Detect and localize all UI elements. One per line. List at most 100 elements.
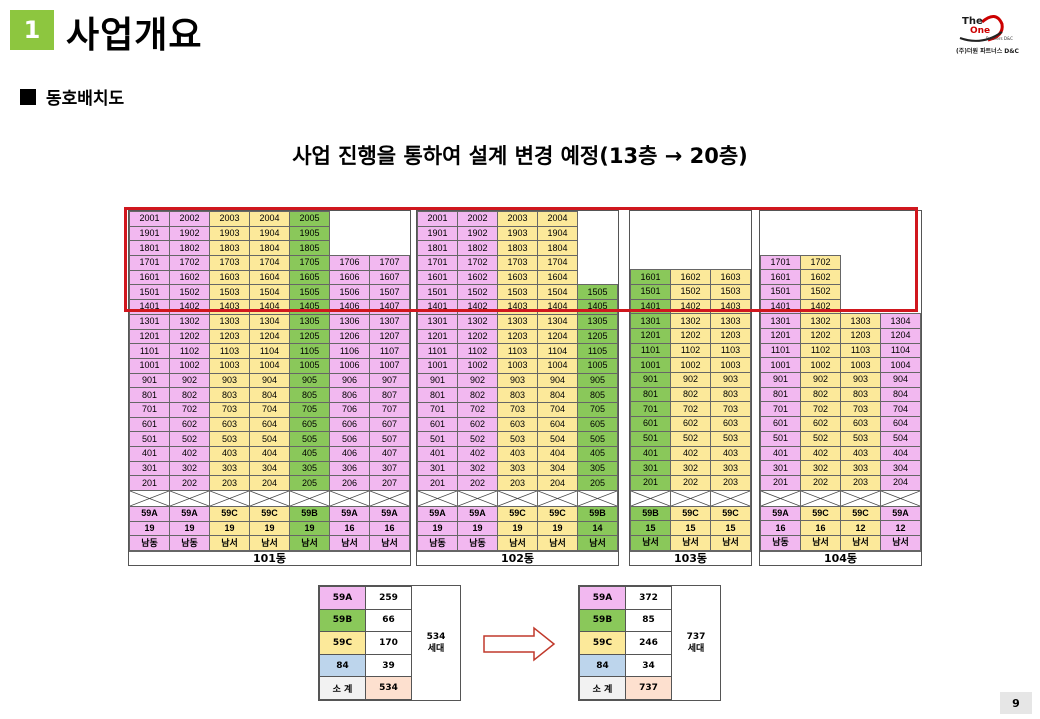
unit-cell: 1206 bbox=[329, 328, 370, 345]
logo-one: One bbox=[970, 26, 991, 36]
unit-cell: 403 bbox=[840, 445, 881, 462]
summary-type: 59C bbox=[579, 631, 626, 655]
unit-cell: 305 bbox=[577, 460, 618, 477]
unit-cell: 705 bbox=[577, 401, 618, 418]
unit-cell: 1105 bbox=[289, 343, 330, 359]
unit-cell: 305 bbox=[289, 460, 330, 477]
unit-cell: 1004 bbox=[880, 357, 921, 374]
floor-row: 1601 1602 bbox=[760, 269, 921, 285]
unit-cell: 507 bbox=[369, 431, 410, 447]
summary-table: 59A 372 59B 85 59C 246 84 34 소 계 737 bbox=[579, 586, 672, 700]
unit-cell: 203 bbox=[710, 474, 751, 491]
unit-cell: 1503 bbox=[209, 284, 250, 301]
unit-cell: 1204 bbox=[537, 328, 578, 345]
unit-households: 16 bbox=[369, 520, 410, 537]
unit-cell: 604 bbox=[880, 416, 921, 432]
floor-row: 1001 1002 1003 bbox=[630, 357, 751, 374]
floor-row: 1201 1202 1203 1204 bbox=[760, 328, 921, 344]
unit-cell: 1306 bbox=[329, 313, 370, 330]
unit-cell: 503 bbox=[710, 430, 751, 447]
floor-row: 501 502 503 504 505 506 507 bbox=[129, 431, 410, 447]
unit-direction: 남서 bbox=[209, 535, 250, 552]
households-row: 16 16 12 12 bbox=[760, 520, 921, 536]
unit-cell: 907 bbox=[369, 372, 410, 389]
unit-cell: 703 bbox=[710, 401, 751, 418]
unit-cell: 304 bbox=[537, 460, 578, 477]
summary-type: 59A bbox=[579, 586, 626, 610]
floor-row: 1701 1702 1703 1704 1705 1706 1707 bbox=[129, 255, 410, 271]
pilotis-row bbox=[129, 490, 410, 508]
unit-cell: 1502 bbox=[670, 283, 711, 300]
households-row: 19 19 19 19 19 16 16 bbox=[129, 520, 410, 537]
unit-cell: 1102 bbox=[800, 342, 841, 359]
unit-cell: 1302 bbox=[457, 313, 498, 330]
unit-cell: 903 bbox=[497, 372, 538, 389]
pilotis-row bbox=[630, 489, 751, 507]
unit-cell: 704 bbox=[880, 401, 921, 418]
floor-row: 601 602 603 bbox=[630, 416, 751, 432]
unit-cell: 1005 bbox=[289, 357, 330, 374]
unit-cell: 1702 bbox=[457, 255, 498, 271]
summary-type: 59B bbox=[319, 608, 366, 633]
unit-type: 59A bbox=[760, 505, 801, 522]
unit-cell: 307 bbox=[369, 460, 410, 477]
unit-cell: 701 bbox=[630, 401, 671, 418]
unit-cell: 204 bbox=[249, 475, 290, 492]
unit-households: 19 bbox=[457, 520, 498, 537]
floor-row: 1201 1202 1203 1204 1205 bbox=[417, 328, 618, 345]
floor-row: 201 202 203 204 205 bbox=[417, 475, 618, 492]
pilotis-cell bbox=[710, 489, 751, 507]
unit-cell: 1801 bbox=[129, 240, 170, 257]
right-arrow-icon bbox=[483, 626, 556, 662]
logo-partners: Partners D&C bbox=[986, 36, 1013, 41]
floor-row: 301 302 303 304 305 306 307 bbox=[129, 460, 410, 477]
summary-row: 59B 66 bbox=[319, 608, 412, 633]
summary-after: 59A 372 59B 85 59C 246 84 34 소 계 737 737 세대 bbox=[578, 585, 721, 701]
floor-row: 301 302 303 304 305 bbox=[417, 460, 618, 477]
unit-cell: 501 bbox=[630, 430, 671, 447]
floor-row: 1101 1102 1103 bbox=[630, 342, 751, 359]
unit-type: 59A bbox=[457, 506, 498, 522]
unit-cell: 801 bbox=[129, 387, 170, 403]
company-logo: The One Partners D&C (주)더원 파트너스 D&C bbox=[952, 12, 1032, 62]
unit-cell: 901 bbox=[630, 372, 671, 388]
unit-cell: 1504 bbox=[249, 284, 290, 301]
floor-row: 1001 1002 1003 1004 bbox=[760, 357, 921, 374]
summary-type: 84 bbox=[579, 653, 626, 678]
floor-row: 2001 2002 2003 2004 bbox=[417, 211, 618, 227]
unit-cell: 1505 bbox=[577, 284, 618, 301]
unit-cell: 1904 bbox=[249, 225, 290, 242]
summary-total-value: 737 bbox=[625, 676, 672, 700]
unit-cell: 1003 bbox=[710, 357, 751, 374]
households-row: 19 19 19 19 14 bbox=[417, 520, 618, 537]
floor-row: 901 902 903 904 905 bbox=[417, 372, 618, 389]
unit-cell: 1505 bbox=[289, 284, 330, 301]
unit-cell: 603 bbox=[710, 416, 751, 432]
pilotis-cell bbox=[537, 490, 578, 508]
unit-cell: 803 bbox=[710, 386, 751, 403]
unit-cell: 1004 bbox=[249, 357, 290, 374]
unit-cell: 602 bbox=[169, 416, 210, 433]
unit-cell: 805 bbox=[289, 387, 330, 403]
plan-subtitle: 사업 진행을 통하여 설계 변경 예정(13층 → 20층) bbox=[292, 144, 748, 168]
floor-row: 701 702 703 bbox=[630, 401, 751, 418]
unit-cell: 303 bbox=[209, 460, 250, 477]
unit-direction: 남서 bbox=[630, 534, 671, 551]
floor-row: 601 602 603 604 bbox=[760, 416, 921, 432]
unit-households: 12 bbox=[880, 520, 921, 536]
pilotis-cell bbox=[249, 490, 290, 508]
unit-cell: 1301 bbox=[129, 313, 170, 330]
unit-cell: 1203 bbox=[209, 328, 250, 345]
unit-cell: 403 bbox=[497, 446, 538, 462]
type-row: 59A 59C 59C 59A bbox=[760, 505, 921, 522]
floor-row: 2001 2002 2003 2004 2005 bbox=[129, 211, 410, 227]
unit-cell: 903 bbox=[209, 372, 250, 389]
design-change-highlight bbox=[124, 207, 918, 312]
building-name: 104동 bbox=[760, 550, 921, 565]
unit-cell: 1103 bbox=[710, 342, 751, 359]
unit-households: 19 bbox=[209, 520, 250, 537]
unit-cell: 1804 bbox=[537, 240, 578, 257]
unit-cell: 602 bbox=[670, 416, 711, 432]
floor-row: 1301 1302 1303 1304 1305 bbox=[417, 313, 618, 330]
unit-cell: 703 bbox=[840, 401, 881, 418]
